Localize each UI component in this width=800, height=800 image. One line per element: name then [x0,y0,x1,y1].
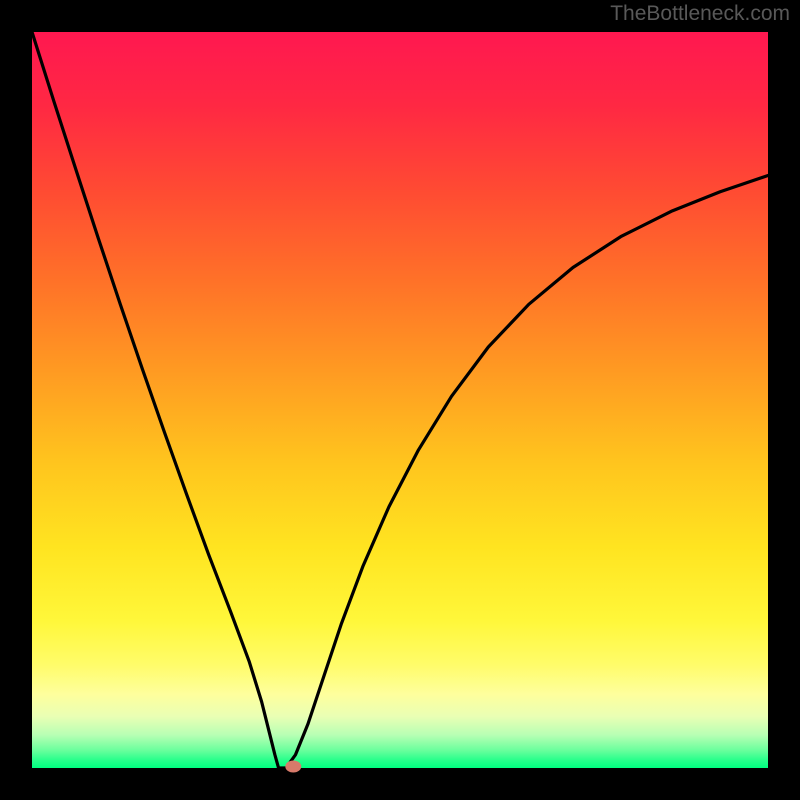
chart-container: TheBottleneck.com [0,0,800,800]
plot-area [32,32,768,768]
watermark-text: TheBottleneck.com [610,2,790,26]
optimal-marker [285,761,301,773]
bottleneck-chart [0,0,800,800]
